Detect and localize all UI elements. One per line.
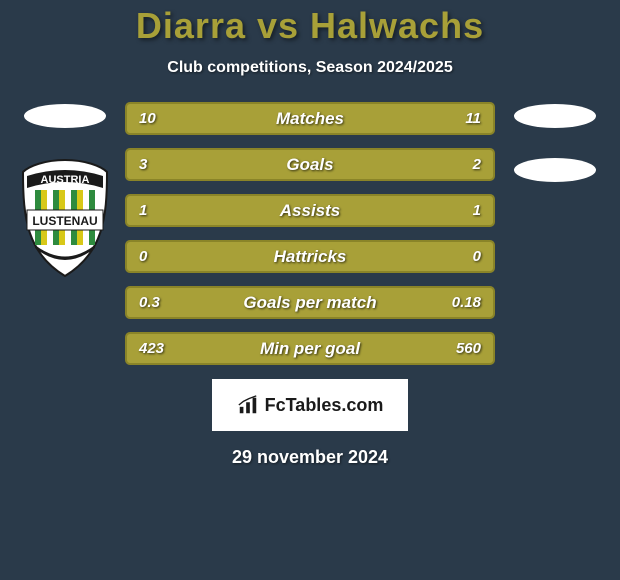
stat-bar: 10 Matches 11: [125, 102, 495, 135]
brand-text: FcTables.com: [265, 395, 384, 416]
stat-left-value: 0.3: [139, 294, 179, 311]
brand-box: FcTables.com: [212, 379, 408, 431]
player-ellipse-left: [24, 104, 106, 128]
stat-label: Goals: [286, 155, 333, 175]
stat-label: Assists: [280, 201, 340, 221]
stat-bar: 423 Min per goal 560: [125, 332, 495, 365]
stat-left-value: 0: [139, 248, 179, 265]
stat-bar: 0.3 Goals per match 0.18: [125, 286, 495, 319]
club-badge-left: AUSTRIA LUSTENAU: [15, 158, 115, 278]
badge-bottom-text: LUSTENAU: [32, 214, 97, 228]
stat-left-value: 423: [139, 340, 179, 357]
comparison-infographic: Diarra vs Halwachs Club competitions, Se…: [0, 0, 620, 580]
stats-bars: 10 Matches 11 3 Goals 2 1 Assists 1 0 Ha…: [125, 102, 495, 365]
badge-top-text: AUSTRIA: [41, 174, 90, 186]
shield-icon: AUSTRIA LUSTENAU: [15, 158, 115, 278]
stat-left-value: 1: [139, 202, 179, 219]
stat-right-value: 0: [441, 248, 481, 265]
stat-right-value: 2: [441, 156, 481, 173]
player-ellipse-right-1: [514, 104, 596, 128]
content-row: AUSTRIA LUSTENAU: [0, 102, 620, 365]
stat-left-value: 3: [139, 156, 179, 173]
stat-left-value: 10: [139, 110, 179, 127]
stat-bar: 3 Goals 2: [125, 148, 495, 181]
date-line: 29 november 2024: [232, 447, 388, 468]
stat-label: Matches: [276, 109, 344, 129]
player-ellipse-right-2: [514, 158, 596, 182]
stat-right-value: 560: [441, 340, 481, 357]
chart-icon: [237, 394, 259, 416]
stat-bar: 1 Assists 1: [125, 194, 495, 227]
page-subtitle: Club competitions, Season 2024/2025: [167, 59, 452, 77]
stat-right-value: 0.18: [441, 294, 481, 311]
left-column: AUSTRIA LUSTENAU: [15, 102, 115, 278]
page-title: Diarra vs Halwachs: [136, 5, 484, 47]
stat-right-value: 1: [441, 202, 481, 219]
stat-label: Min per goal: [260, 339, 360, 359]
stat-label: Goals per match: [243, 293, 376, 313]
right-column: [505, 102, 605, 212]
stat-bar: 0 Hattricks 0: [125, 240, 495, 273]
stat-right-value: 11: [441, 110, 481, 127]
stat-label: Hattricks: [274, 247, 347, 267]
